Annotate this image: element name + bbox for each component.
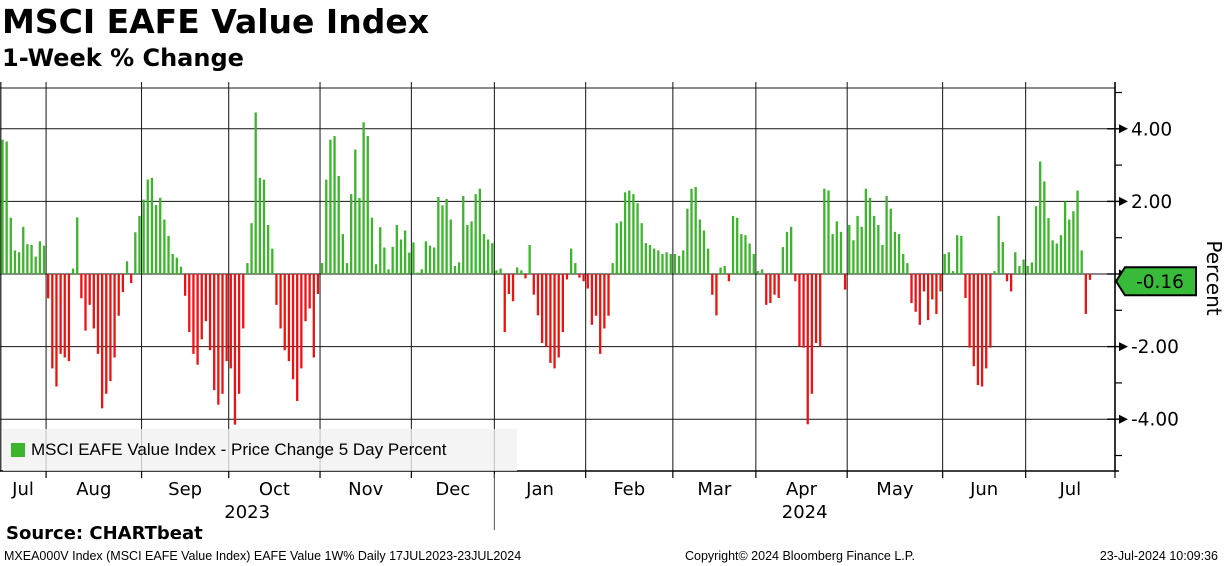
svg-text:Oct: Oct bbox=[259, 479, 290, 500]
svg-text:Percent: Percent bbox=[1202, 240, 1224, 315]
svg-text:-2.00: -2.00 bbox=[1131, 337, 1179, 358]
svg-text:Jul: Jul bbox=[11, 479, 34, 500]
timestamp: 23-Jul-2024 10:09:36 bbox=[1099, 549, 1218, 563]
svg-text:4.00: 4.00 bbox=[1131, 119, 1172, 140]
svg-text:Jul: Jul bbox=[1058, 479, 1081, 500]
page-title: MSCI EAFE Value Index bbox=[2, 2, 429, 41]
svg-text:Jan: Jan bbox=[525, 479, 554, 500]
svg-text:2023: 2023 bbox=[224, 502, 270, 523]
legend-label: MSCI EAFE Value Index - Price Change 5 D… bbox=[31, 440, 447, 459]
ticker-info: MXEA000V Index (MSCI EAFE Value Index) E… bbox=[4, 549, 522, 563]
legend: MSCI EAFE Value Index - Price Change 5 D… bbox=[3, 429, 517, 471]
svg-text:-0.16: -0.16 bbox=[1136, 272, 1184, 293]
svg-text:Dec: Dec bbox=[435, 479, 470, 500]
x-axis-labels: Jul Aug Sep Oct Nov Dec Jan Feb Mar Apr May Jun Jul 2… bbox=[11, 471, 1116, 530]
svg-text:2024: 2024 bbox=[782, 502, 828, 523]
legend-swatch-icon bbox=[11, 443, 25, 457]
svg-text:Apr: Apr bbox=[786, 479, 818, 500]
svg-text:Feb: Feb bbox=[613, 479, 645, 500]
page-subtitle: 1-Week % Change bbox=[2, 44, 244, 72]
axes bbox=[0, 82, 1119, 472]
svg-text:Aug: Aug bbox=[76, 479, 111, 500]
gridlines bbox=[0, 82, 1115, 471]
svg-text:May: May bbox=[876, 479, 914, 500]
y-axis-title: Percent bbox=[1202, 240, 1224, 315]
copyright: Copyright© 2024 Bloomberg Finance L.P. bbox=[685, 549, 915, 563]
svg-text:Mar: Mar bbox=[697, 479, 732, 500]
svg-text:2.00: 2.00 bbox=[1131, 192, 1172, 213]
bars bbox=[1, 112, 1092, 425]
svg-text:Nov: Nov bbox=[348, 479, 383, 500]
source-line: Source: CHARTbeat bbox=[6, 523, 203, 544]
svg-text:Jun: Jun bbox=[969, 479, 998, 500]
svg-text:-4.00: -4.00 bbox=[1131, 410, 1179, 431]
svg-text:Sep: Sep bbox=[168, 479, 202, 500]
last-value-tag: -0.16 bbox=[1114, 266, 1197, 297]
